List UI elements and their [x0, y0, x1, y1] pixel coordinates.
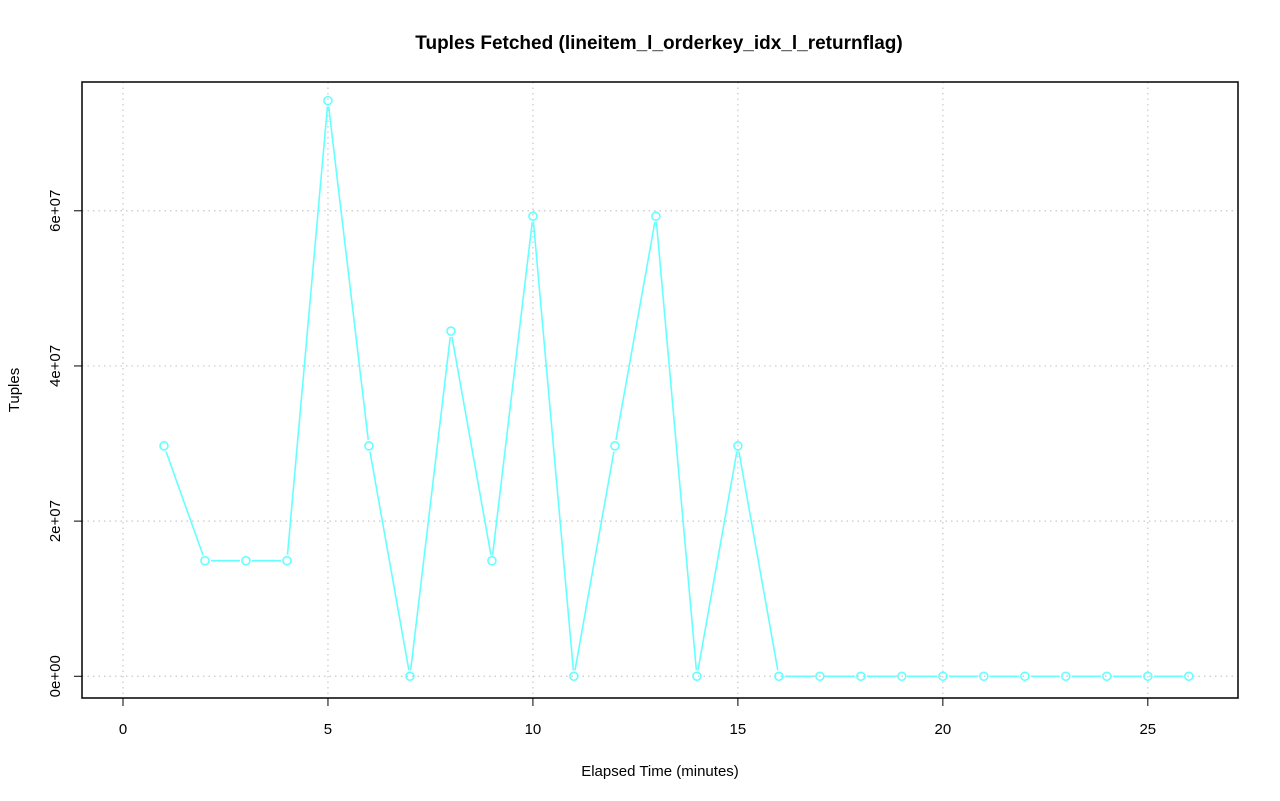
data-point — [774, 671, 784, 682]
data-point — [323, 95, 333, 106]
series-segment — [165, 451, 204, 556]
y-tick-label: 2e+07 — [47, 500, 64, 542]
x-axis: 0 5 10 15 20 25 — [119, 698, 1156, 738]
x-tick-label: 5 — [324, 721, 332, 738]
data-point — [1020, 671, 1030, 682]
data-point — [692, 671, 702, 682]
data-point — [364, 441, 374, 451]
data-point — [856, 671, 866, 682]
data-point — [1061, 671, 1071, 682]
series-segment — [409, 336, 452, 671]
data-point — [405, 671, 415, 682]
x-tick-label: 25 — [1139, 721, 1156, 738]
data-point — [446, 326, 456, 336]
data-point — [815, 671, 825, 682]
data-point — [569, 671, 579, 682]
series-segment — [697, 451, 738, 671]
data-point — [897, 671, 907, 682]
y-axis: 0e+00 2e+07 4e+07 6e+07 — [47, 190, 82, 697]
data-point — [241, 555, 251, 566]
series-segment — [738, 451, 779, 671]
x-tick-label: 15 — [730, 721, 747, 738]
y-tick-label: 6e+07 — [47, 190, 64, 232]
x-tick-label: 0 — [119, 721, 127, 738]
series-segment — [574, 451, 615, 671]
data-point — [1143, 671, 1153, 682]
series-segment — [491, 222, 534, 555]
data-point — [979, 671, 989, 682]
y-axis-label: Tuples — [6, 368, 23, 412]
data-point — [733, 441, 743, 451]
data-point — [487, 555, 497, 566]
series-segment — [532, 222, 575, 671]
y-tick-label: 4e+07 — [47, 345, 64, 387]
series-segment — [615, 221, 656, 441]
data-point — [938, 671, 948, 682]
data-point — [1184, 671, 1194, 682]
chart-title: Tuples Fetched (lineitem_l_orderkey_idx_… — [415, 33, 902, 54]
grid — [82, 82, 1238, 698]
data-point — [282, 555, 292, 566]
plot-frame — [81, 81, 1239, 699]
series-segment — [286, 106, 329, 555]
data-point — [610, 441, 620, 451]
series-segment — [655, 222, 698, 671]
data-point — [1102, 671, 1112, 682]
y-tick-label: 0e+00 — [47, 655, 64, 697]
series-segment — [327, 106, 370, 440]
data-point — [528, 211, 538, 222]
data-point — [651, 211, 661, 222]
data-point — [200, 555, 210, 566]
x-tick-label: 20 — [935, 721, 952, 738]
data-point — [159, 441, 169, 451]
series-segment — [369, 451, 410, 671]
series-layer — [159, 95, 1194, 682]
x-axis-label: Elapsed Time (minutes) — [581, 763, 739, 780]
series-segment — [451, 336, 492, 555]
x-tick-label: 10 — [525, 721, 542, 738]
